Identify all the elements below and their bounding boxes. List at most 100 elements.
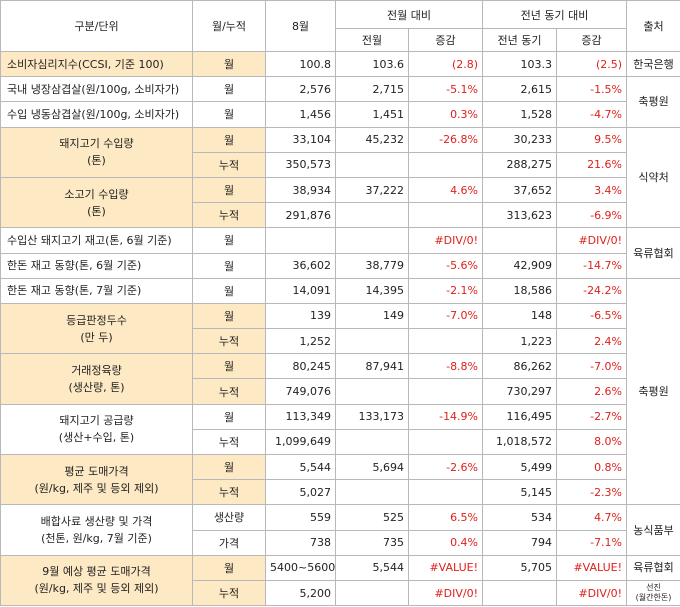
unit-cell: 월 [192, 277, 266, 304]
table-row: 누적 5,027 5,145 -2.3% [1, 479, 680, 506]
header-cell: 구분/단위 [0, 0, 193, 52]
label-line: 돼지고기 공급량 [59, 414, 134, 428]
unit-cell: 가격 [192, 529, 266, 556]
label-line: 배합사료 생산량 및 가격 [40, 515, 153, 529]
value-cell [482, 579, 558, 607]
value-cell: -8.8% [407, 353, 484, 380]
value-cell: 0.3% [407, 101, 484, 128]
value-cell: -5.6% [407, 252, 484, 279]
value-cell: 794 [482, 529, 558, 556]
value-cell: 749,076 [265, 378, 336, 405]
value-cell: 14,091 [265, 277, 336, 304]
header-cell: 8월 [265, 0, 336, 52]
label-line: 거래정육량 [71, 363, 122, 377]
table-row: 등급판정두수 (만 두) 월 139 149 -7.0% 148 -6.5% [0, 302, 680, 355]
value-cell: -7.0% [556, 353, 628, 380]
value-cell: #VALUE! [407, 554, 484, 581]
table-row: 돼지고기 공급량 (생산+수입, 톤) 월 113,349 133,173 -14.9% 1… [0, 403, 680, 456]
value-cell: #DIV/0! [407, 227, 484, 254]
value-cell: -2.7% [556, 403, 628, 430]
label-line: 소비자심리지수(CCSI, 기준 100) [7, 57, 164, 71]
value-cell: 5,200 [265, 579, 336, 607]
value-cell: 4.7% [556, 504, 628, 531]
unit-cell: 누적 [192, 202, 266, 229]
value-cell [335, 579, 409, 607]
table-row: 9월 예상 평균 도매가격 (원/kg, 제주 및 등외 제외) 월 5400~560… [0, 554, 680, 607]
table-row: 누적 1,252 1,223 2.4% [1, 328, 680, 355]
source-cell: 육류협회 [626, 227, 680, 279]
table-row: 누적 5,200 #DIV/0! #DIV/0! 선진 (월간한돈) [1, 579, 680, 607]
unit-cell: 월 [192, 176, 266, 204]
header-cell: 월/누적 [192, 0, 266, 52]
source-cell: 농식품부 [626, 504, 680, 556]
value-cell [335, 378, 409, 405]
table-row: 수입 냉동삼겹살(원/100g, 소비자가) 월 1,456 1,451 0.3% 1,5… [0, 101, 680, 128]
label-line: 수입 냉동삼겹살(원/100g, 소비자가) [7, 107, 180, 121]
header-row: 전월 증감 전년 동기 증감 [1, 28, 680, 52]
unit-cell: 월 [192, 403, 266, 430]
unit-cell: 월 [192, 353, 266, 380]
value-cell: 738 [265, 529, 336, 556]
source-cell: 축평원 [626, 277, 680, 506]
table-body: 소비자심리지수(CCSI, 기준 100) 월 100.8 103.6 (2.8) 103… [0, 50, 680, 607]
value-cell: -5.1% [407, 76, 484, 103]
header-cell: 증감 [556, 28, 628, 52]
value-cell: 350,573 [265, 151, 336, 178]
value-cell: 37,652 [482, 176, 558, 204]
value-cell: 80,245 [265, 353, 336, 380]
value-cell: 2.6% [556, 378, 628, 405]
value-cell: -1.5% [556, 76, 628, 103]
row-label: 소고기 수입량 (톤) [0, 176, 193, 229]
value-cell: 149 [335, 302, 409, 330]
value-cell: 730,297 [482, 378, 558, 405]
row-label: 소비자심리지수(CCSI, 기준 100) [0, 50, 193, 78]
unit-cell: 월 [192, 554, 266, 581]
label-line: 등급판정두수 [66, 313, 127, 327]
source-line: 육류협회 [633, 561, 674, 575]
value-cell: 525 [335, 504, 409, 531]
label-line: (만 두) [80, 330, 113, 344]
row-label: 한돈 재고 동향(톤, 6월 기준) [0, 252, 193, 279]
label-line: (천톤, 원/kg, 7월 기준) [41, 532, 152, 546]
value-cell [335, 227, 409, 254]
value-cell: 113,349 [265, 403, 336, 430]
value-cell: 735 [335, 529, 409, 556]
source-line: (월간한돈) [635, 593, 672, 603]
value-cell: -7.1% [556, 529, 628, 556]
value-cell: -26.8% [407, 126, 484, 153]
value-cell: 37,222 [335, 176, 409, 204]
table-row: 수입산 돼지고기 재고(톤, 6월 기준) 월 #DIV/0! #DIV/0! 육류협회 [0, 227, 680, 279]
unit-cell: 누적 [192, 428, 266, 456]
value-cell: 139 [265, 302, 336, 330]
value-cell: -2.6% [407, 453, 484, 481]
value-cell: 1,223 [482, 328, 558, 355]
value-cell: 291,876 [265, 202, 336, 229]
value-cell: 5400~5600 [265, 554, 336, 581]
value-cell [335, 428, 409, 456]
value-cell: 288,275 [482, 151, 558, 178]
source-cell: 한국은행 [626, 50, 680, 78]
value-cell: 2,715 [335, 76, 409, 103]
table-row: 소비자심리지수(CCSI, 기준 100) 월 100.8 103.6 (2.8) 103… [0, 50, 680, 78]
label-line: 수입산 돼지고기 재고(톤, 6월 기준) [7, 233, 172, 247]
value-cell: -24.2% [556, 277, 628, 304]
unit-cell: 월 [192, 101, 266, 128]
value-cell: 8.0% [556, 428, 628, 456]
unit-cell: 누적 [192, 328, 266, 355]
header-cell: 전월 [335, 28, 409, 52]
label-line: 한돈 재고 동향(톤, 6월 기준) [7, 259, 142, 273]
label-line: (톤) [87, 204, 106, 218]
value-cell: 0.8% [556, 453, 628, 481]
value-cell [407, 151, 484, 178]
header-cell: 출처 [626, 0, 680, 52]
value-cell: 5,544 [265, 453, 336, 481]
value-cell [265, 227, 336, 254]
value-cell: 5,705 [482, 554, 558, 581]
value-cell: 1,099,649 [265, 428, 336, 456]
value-cell [407, 378, 484, 405]
value-cell: 9.5% [556, 126, 628, 153]
value-cell: -14.9% [407, 403, 484, 430]
unit-cell: 월 [192, 227, 266, 254]
value-cell: 36,602 [265, 252, 336, 279]
label-line: 9월 예상 평균 도매가격 [42, 565, 151, 579]
